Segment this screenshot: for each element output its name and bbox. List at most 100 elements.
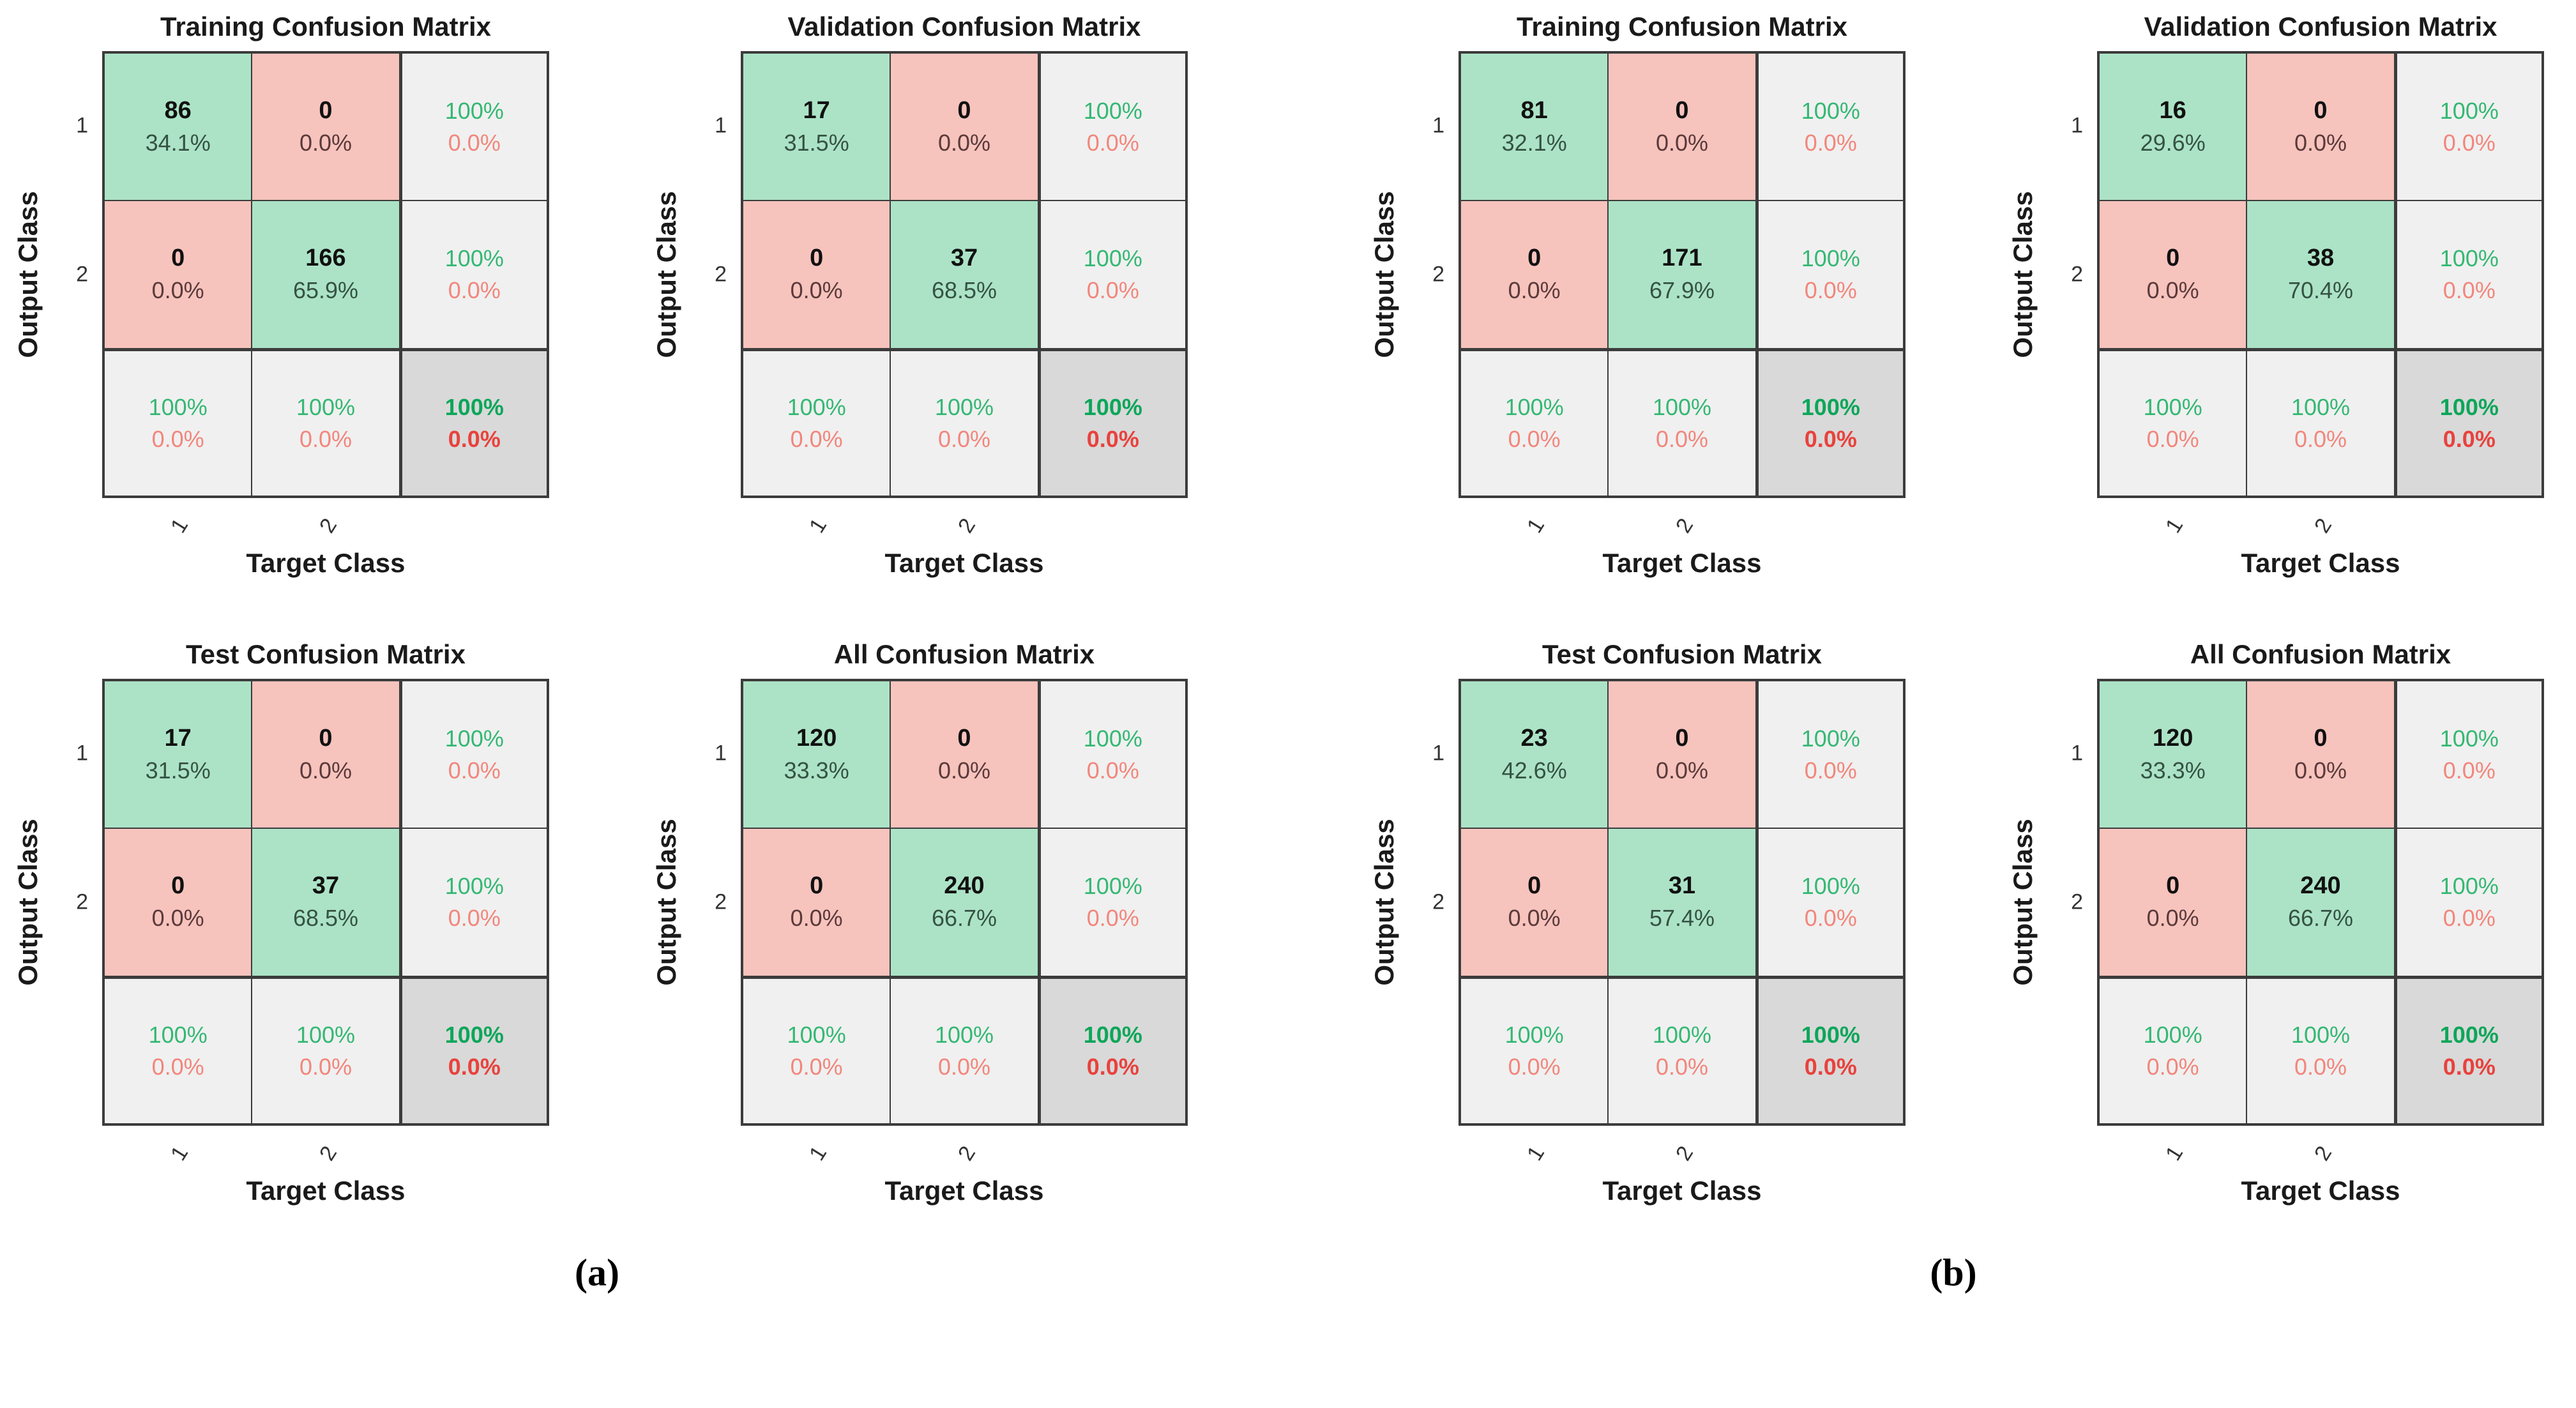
cell-r2c2-percent: 70.4% <box>2287 277 2354 304</box>
cell-r1c1: 120 33.3% <box>2100 681 2246 828</box>
cell-r1c1-percent: 33.3% <box>784 757 849 784</box>
confusion-matrix: All Confusion Matrix Output Class 1 2 12… <box>645 639 1188 1206</box>
row-summary-2-percent: 0.0% <box>448 276 501 303</box>
cell-r2c2-value: 31 <box>1668 872 1696 900</box>
row-summary-2: 100% 0.0% <box>1756 201 1903 348</box>
col-summary-1-value: 100% <box>787 1021 846 1048</box>
cell-r1c1-percent: 34.1% <box>145 130 211 156</box>
row-summary-2: 100% 0.0% <box>2395 829 2542 976</box>
row-summary-1-percent: 0.0% <box>1086 129 1139 156</box>
x-axis-label: Target Class <box>884 1176 1044 1206</box>
row-summary-1-value: 100% <box>444 97 504 124</box>
cell-r1c2-value: 0 <box>1675 97 1689 125</box>
cell-r1c1: 86 34.1% <box>105 54 252 201</box>
col-summary-2-value: 100% <box>1652 1021 1712 1048</box>
panel-b-caption: (b) <box>1930 1252 1977 1294</box>
overall-accuracy-percent: 0.0% <box>1804 1053 1857 1080</box>
x-axis-label: Target Class <box>246 1176 405 1206</box>
cell-r1c2-percent: 0.0% <box>299 757 352 784</box>
overall-accuracy: 100% 0.0% <box>2395 976 2542 1123</box>
cell-r1c1-value: 86 <box>164 97 192 125</box>
cell-r2c1: 0 0.0% <box>743 829 890 976</box>
row-summary-1-value: 100% <box>1801 725 1860 752</box>
matrix-body: Output Class 1 2 17 31.5% 0 0.0% 100% 0.0% 0 0.… <box>6 679 549 1126</box>
col-summary-1-percent: 0.0% <box>1508 425 1561 452</box>
row-summary-1-percent: 0.0% <box>2443 129 2496 156</box>
cell-r1c2-value: 0 <box>2314 97 2328 125</box>
row-summary-2-value: 100% <box>1083 245 1142 271</box>
cell-r2c1: 0 0.0% <box>743 201 890 348</box>
row-summary-1-percent: 0.0% <box>448 757 501 783</box>
row-summary-1: 100% 0.0% <box>1038 681 1185 828</box>
matrix-title: Training Confusion Matrix <box>1516 11 1847 42</box>
x-tick-2: 2 <box>1671 1142 1699 1165</box>
row-summary-1: 100% 0.0% <box>2395 54 2542 201</box>
confusion-matrix: All Confusion Matrix Output Class 1 2 12… <box>2001 639 2544 1206</box>
row-summary-1-percent: 0.0% <box>1086 757 1139 783</box>
row-summary-1-value: 100% <box>1083 725 1142 752</box>
x-tick-2: 2 <box>2309 1142 2337 1165</box>
matrix-title: Validation Confusion Matrix <box>787 11 1141 42</box>
col-summary-2: 100% 0.0% <box>252 349 399 496</box>
cell-r1c2: 0 0.0% <box>252 54 399 201</box>
confusion-matrix: Test Confusion Matrix Output Class 1 2 2… <box>1363 639 1905 1206</box>
y-axis-label: Output Class <box>1369 819 1399 986</box>
row-summary-2-percent: 0.0% <box>2443 904 2496 931</box>
row-summary-1: 100% 0.0% <box>1756 681 1903 828</box>
confusion-matrix: Validation Confusion Matrix Output Class… <box>645 11 1188 579</box>
overall-accuracy-percent: 0.0% <box>1804 425 1857 452</box>
col-summary-2-value: 100% <box>934 393 994 420</box>
matrix-body: Output Class 1 2 23 42.6% 0 0.0% 100% 0.0% 0 0.… <box>1363 679 1905 1126</box>
y-tick-2: 2 <box>2071 262 2083 287</box>
cell-r1c1: 23 42.6% <box>1461 681 1608 828</box>
row-summary-1-value: 100% <box>444 725 504 752</box>
row-summary-1-percent: 0.0% <box>2443 757 2496 783</box>
cell-r1c1-value: 17 <box>164 725 192 752</box>
col-summary-2-value: 100% <box>296 393 356 420</box>
cell-r2c2: 240 66.7% <box>891 829 1038 976</box>
overall-accuracy-value: 100% <box>444 393 504 420</box>
col-summary-2-percent: 0.0% <box>2294 1053 2347 1080</box>
col-summary-2-percent: 0.0% <box>1655 425 1709 452</box>
cell-r1c1-percent: 29.6% <box>2140 130 2206 156</box>
matrix-grid: 120 33.3% 0 0.0% 100% 0.0% 0 0.0% 240 66.7% 100% 0.… <box>741 679 1188 1126</box>
col-summary-1-value: 100% <box>148 1021 208 1048</box>
overall-accuracy-percent: 0.0% <box>448 425 501 452</box>
x-axis-label: Target Class <box>246 548 405 578</box>
y-tick-2: 2 <box>1432 889 1444 914</box>
row-summary-1-value: 100% <box>2439 97 2499 124</box>
col-summary-1-value: 100% <box>1504 1021 1564 1048</box>
row-summary-2-value: 100% <box>2439 245 2499 271</box>
cell-r1c2: 0 0.0% <box>1609 54 1755 201</box>
col-summary-2-percent: 0.0% <box>299 425 352 452</box>
cell-r2c2-percent: 68.5% <box>292 905 359 932</box>
cell-r1c2-percent: 0.0% <box>299 130 352 156</box>
cell-r1c1-value: 120 <box>2152 725 2193 752</box>
cell-r2c2-value: 240 <box>944 872 985 900</box>
x-axis-ticks: 1 2 <box>741 498 1188 548</box>
row-summary-1: 100% 0.0% <box>1756 54 1903 201</box>
row-summary-1-percent: 0.0% <box>1804 757 1857 783</box>
x-axis-label: Target Class <box>1602 1176 1762 1206</box>
panel-b: Training Confusion Matrix Output Class 1… <box>1363 11 2544 1295</box>
cell-r2c1-percent: 0.0% <box>1508 277 1561 304</box>
col-summary-1-percent: 0.0% <box>1508 1053 1561 1080</box>
cell-r2c1-percent: 0.0% <box>790 905 843 932</box>
x-tick-1: 1 <box>165 514 193 538</box>
row-summary-2: 100% 0.0% <box>1756 829 1903 976</box>
overall-accuracy-percent: 0.0% <box>1086 425 1139 452</box>
cell-r1c1-percent: 31.5% <box>784 130 849 156</box>
y-tick-2: 2 <box>715 889 727 914</box>
cell-r1c1-percent: 33.3% <box>2140 757 2206 784</box>
overall-accuracy-value: 100% <box>2439 393 2499 420</box>
col-summary-1-percent: 0.0% <box>151 425 204 452</box>
cell-r1c2-percent: 0.0% <box>2294 130 2347 156</box>
cell-r1c2-value: 0 <box>957 725 971 752</box>
row-summary-1-percent: 0.0% <box>448 129 501 156</box>
x-tick-2: 2 <box>314 514 342 538</box>
y-axis: Output Class 1 2 <box>2001 679 2097 1126</box>
matrix-title: Training Confusion Matrix <box>160 11 491 42</box>
cell-r1c1: 16 29.6% <box>2100 54 2246 201</box>
x-axis-label: Target Class <box>1602 548 1762 578</box>
matrix-title: Test Confusion Matrix <box>186 639 466 669</box>
